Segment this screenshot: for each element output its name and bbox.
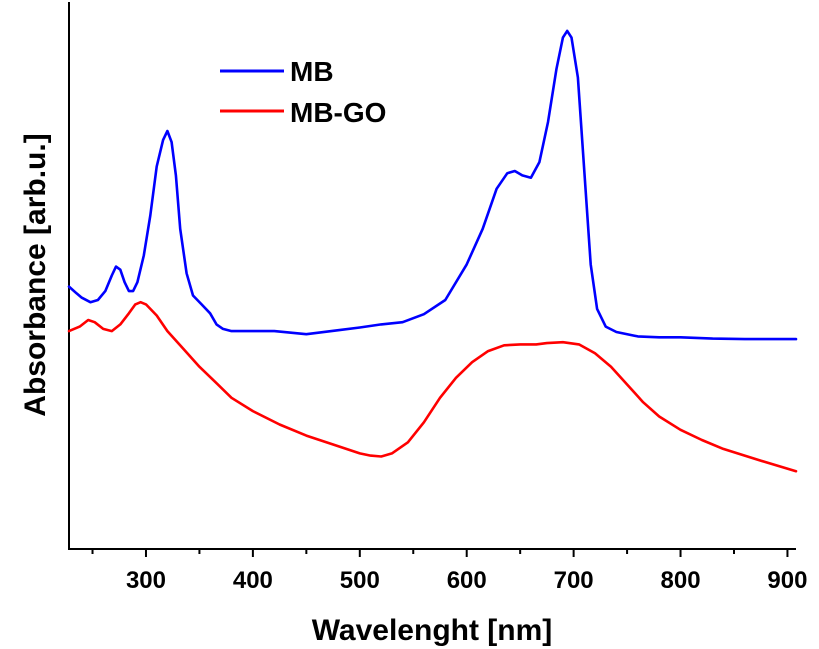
x-axis-title: Wavelenght [nm] <box>312 614 553 647</box>
x-tick-label: 800 <box>661 567 701 594</box>
plot-frame <box>68 2 796 550</box>
x-axis-ticks: 300 400 500 600 700 800 900 <box>91 549 807 594</box>
series-layer <box>67 29 798 473</box>
y-axis-title: Absorbance [arb.u.] <box>19 133 52 416</box>
x-tick-label: 500 <box>340 567 380 594</box>
x-tick-label: 600 <box>447 567 487 594</box>
legend-label-mb-go: MB-GO <box>290 97 386 128</box>
x-tick-label: 900 <box>767 567 807 594</box>
series-line-mb <box>67 29 798 341</box>
legend: MB MB-GO <box>220 56 386 128</box>
legend-label-mb: MB <box>290 56 334 87</box>
series-line-mb-go <box>67 300 798 473</box>
x-tick-label: 400 <box>233 567 273 594</box>
x-tick-label: 700 <box>554 567 594 594</box>
x-tick-label: 300 <box>126 567 166 594</box>
